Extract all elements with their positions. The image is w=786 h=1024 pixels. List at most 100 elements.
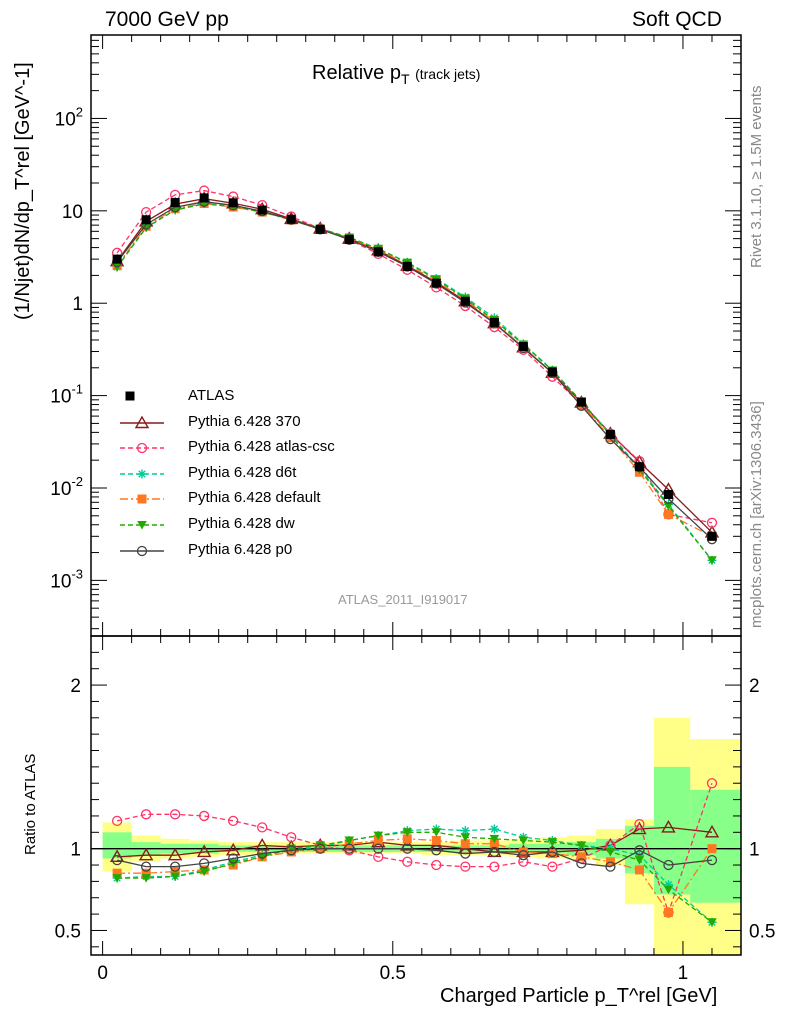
ratio-point-5 [112, 874, 122, 883]
ratio-point-1 [167, 847, 183, 861]
ratio-point-4 [112, 868, 122, 878]
x-tick-label: 0 [97, 963, 108, 984]
ratio-point-6 [315, 843, 326, 854]
data-point [141, 215, 151, 225]
series-point-2 [706, 517, 718, 528]
ratio-point-3 [489, 824, 499, 834]
legend-key-data [125, 391, 135, 401]
data-point [112, 254, 122, 264]
ratio-point-5 [707, 918, 717, 927]
ratio-panel-frame [90, 635, 742, 956]
ratio-point-5 [605, 847, 616, 857]
ratio-point-6 [518, 850, 529, 861]
ratio-point-5 [431, 828, 442, 837]
ratio-point-1 [138, 847, 154, 861]
ratio-point-2 [257, 822, 268, 833]
ratio-point-6 [706, 854, 718, 866]
ratio-point-2 [634, 818, 645, 830]
data-point [431, 278, 441, 288]
legend-marker [137, 469, 147, 479]
ratio-tick-label: 0.5 [55, 921, 81, 942]
legend-marker [136, 443, 148, 454]
ratio-point-5 [547, 838, 558, 847]
title-main: Relative p [312, 62, 401, 84]
ratio-point-4 [634, 865, 644, 875]
y-tick-label: 10-3 [50, 566, 83, 592]
ratio-point-6 [460, 848, 471, 859]
y-tick-label: 10-2 [50, 474, 83, 500]
ratio-point-6 [634, 845, 645, 856]
title-subscript: T [400, 71, 410, 87]
ratio-point-5 [634, 856, 645, 865]
rivet-info: Rivet 3.1.10, ≥ 1.5M events [748, 85, 765, 269]
ratio-point-2 [547, 861, 558, 872]
ratio-point-4 [518, 847, 528, 857]
ratio-point-5 [141, 874, 151, 883]
ratio-tick-label: 2 [70, 676, 81, 697]
legend-marker [136, 545, 148, 556]
ratio-point-6 [286, 845, 297, 856]
y-axis-label: (1/Njet)dN/dp_T^rel [GeV^-1] [12, 62, 34, 320]
uncertainty-band-green [653, 766, 691, 895]
ratio-point-2 [402, 856, 413, 867]
data-point [663, 490, 673, 500]
data-point [170, 198, 180, 208]
ratio-point-5 [489, 834, 500, 844]
ratio-point-5 [199, 867, 209, 877]
ratio-point-6 [228, 853, 239, 864]
ratio-point-6 [257, 848, 268, 859]
data-point [228, 198, 238, 208]
series-point-4 [663, 509, 673, 519]
ratio-point-2 [706, 778, 718, 789]
series-line-5 [116, 203, 713, 561]
ratio-point-2 [111, 815, 123, 827]
ratio-point-6 [344, 843, 355, 854]
ratio-point-1 [254, 837, 270, 851]
series-line-1 [116, 198, 713, 533]
ratio-point-6 [547, 846, 558, 858]
ratio-point-4 [460, 839, 470, 849]
ratio-point-5 [576, 841, 587, 850]
chart-title: Relative pT (track jets) [312, 62, 480, 87]
ratio-point-5 [344, 836, 355, 845]
ratio-point-5 [257, 852, 268, 862]
data-point [460, 296, 470, 306]
ratio-point-2 [431, 859, 442, 871]
legend-key-series-6 [120, 545, 164, 556]
ratio-point-5 [663, 885, 674, 895]
legend-label: Pythia 6.428 p0 [188, 540, 293, 558]
data-point [402, 261, 412, 271]
ratio-point-4 [141, 868, 151, 878]
ratio-point-1 [225, 842, 241, 856]
ratio-line-5 [117, 831, 713, 923]
ratio-point-2 [489, 861, 500, 872]
legend-key-series-2 [120, 443, 164, 454]
data-point [315, 224, 325, 234]
ratio-point-4 [576, 852, 586, 862]
data-point [634, 462, 644, 472]
legend-label: Pythia 6.428 atlas-csc [188, 438, 335, 456]
ratio-tick-label-right: 2 [749, 676, 760, 697]
y-tick-label: 10 [62, 202, 83, 223]
series-point-5 [141, 223, 151, 233]
mcplots-reference: mcplots.cern.ch [arXiv:1306.3436] [748, 401, 765, 628]
ratio-point-2 [170, 809, 181, 820]
ratio-point-6 [663, 859, 674, 871]
legend-marker [137, 494, 147, 504]
data-point [199, 193, 209, 203]
ratio-point-6 [170, 861, 181, 872]
ratio-point-6 [489, 846, 500, 858]
data-point [489, 317, 499, 327]
ratio-point-5 [170, 872, 180, 881]
ratio-point-1 [196, 844, 212, 858]
ratio-point-2 [140, 809, 152, 820]
legend-marker [134, 415, 150, 428]
legend-label: ATLAS [188, 387, 235, 404]
title-extra: (track jets) [415, 66, 481, 82]
y-tick-label: 10-1 [50, 382, 83, 408]
ratio-point-4 [663, 907, 673, 917]
ratio-point-1 [704, 824, 720, 838]
series-line-4 [116, 202, 713, 537]
series-line-3 [116, 202, 713, 561]
y-tick-label: 102 [55, 104, 83, 130]
